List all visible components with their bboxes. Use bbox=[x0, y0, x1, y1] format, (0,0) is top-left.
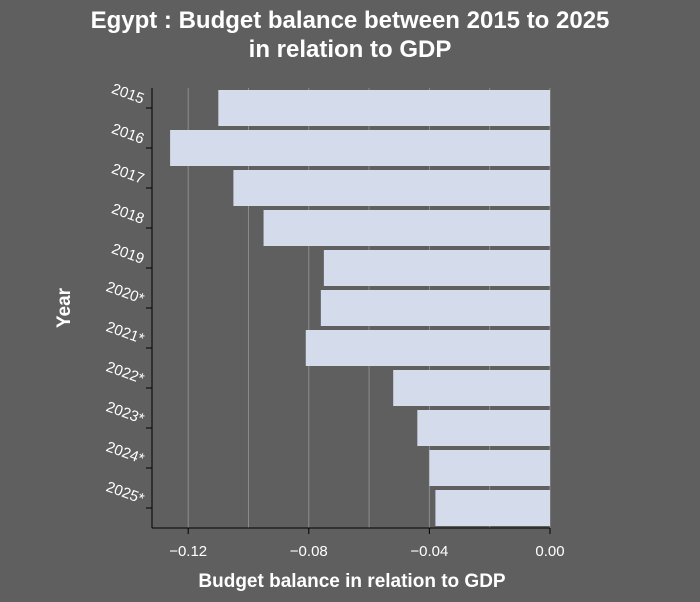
y-axis-title: Year bbox=[54, 287, 75, 328]
y-tick-label: 2020* bbox=[104, 278, 147, 307]
x-tick-label: −0.12 bbox=[169, 543, 207, 560]
bars bbox=[170, 90, 551, 526]
bar-2015 bbox=[218, 90, 551, 126]
y-tick-label: 2022* bbox=[104, 358, 147, 387]
bar-2021* bbox=[305, 330, 550, 366]
bar-2025* bbox=[435, 490, 550, 526]
x-tick-label: −0.04 bbox=[410, 543, 448, 560]
y-tick-label: 2019 bbox=[109, 240, 146, 267]
bar-2023* bbox=[417, 410, 550, 446]
y-tick-label: 2018 bbox=[109, 200, 146, 227]
x-tick-label: 0.00 bbox=[535, 543, 564, 560]
chart-title: Egypt : Budget balance between 2015 to 2… bbox=[0, 6, 700, 64]
y-tick-label: 2017 bbox=[109, 160, 146, 187]
bar-2024* bbox=[429, 450, 550, 486]
bar-2020* bbox=[320, 290, 550, 326]
x-axis-ticks: −0.12 −0.08 −0.04 0.00 bbox=[169, 528, 565, 560]
y-tick-label: 2024* bbox=[104, 438, 147, 467]
x-tick-label: −0.08 bbox=[290, 543, 328, 560]
chart-title-line-2: in relation to GDP bbox=[248, 36, 452, 63]
y-tick-label: 2023* bbox=[104, 398, 147, 427]
bar-2018 bbox=[263, 210, 550, 246]
bar-2017 bbox=[233, 170, 550, 206]
bar-2022* bbox=[393, 370, 550, 406]
bar-2016 bbox=[170, 130, 550, 166]
x-axis-title: Budget balance in relation to GDP bbox=[198, 571, 506, 592]
y-axis-ticks: 2015 2016 2017 2018 2019 2020* 2021* 2022* 2023*… bbox=[104, 80, 152, 509]
y-tick-label: 2015 bbox=[109, 80, 146, 107]
chart-title-line-1: Egypt : Budget balance between 2015 to 2… bbox=[90, 7, 610, 34]
y-tick-label: 2025* bbox=[104, 478, 147, 507]
y-tick-label: 2016 bbox=[109, 120, 146, 147]
bar-2019 bbox=[323, 250, 550, 286]
y-tick-label: 2021* bbox=[104, 318, 147, 347]
